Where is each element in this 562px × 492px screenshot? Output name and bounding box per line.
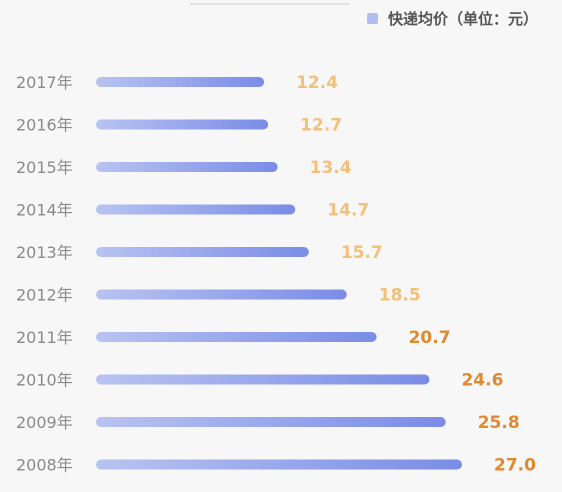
legend: 快递均价（单位：元） — [367, 10, 538, 28]
legend-swatch — [367, 13, 378, 24]
category-label: 2010年 — [16, 371, 73, 390]
category-label: 2014年 — [16, 201, 73, 220]
bar — [96, 204, 296, 215]
bar — [96, 247, 309, 257]
bar-group: 2017年 12.4 2016年 12.7 2015年 13.4 2014年 14.7 2013… — [16, 73, 536, 476]
value-label: 27.0 — [494, 456, 536, 476]
category-label: 2008年 — [16, 456, 73, 475]
value-label: 15.7 — [341, 243, 383, 263]
value-label: 12.7 — [300, 116, 342, 136]
value-label: 24.6 — [461, 371, 503, 391]
value-label: 13.4 — [310, 158, 352, 178]
bar — [96, 417, 446, 427]
value-label: 25.8 — [478, 413, 520, 433]
bar — [96, 119, 269, 130]
category-label: 2015年 — [16, 158, 73, 177]
value-label: 12.4 — [296, 73, 338, 93]
category-label: 2017年 — [16, 73, 73, 92]
bar — [96, 77, 265, 87]
category-label: 2009年 — [16, 413, 73, 432]
bar — [96, 162, 278, 172]
bar — [96, 374, 430, 385]
bar — [96, 459, 462, 470]
category-label: 2012年 — [16, 286, 73, 305]
bar — [96, 332, 377, 342]
legend-label: 快递均价（单位：元） — [388, 10, 538, 28]
category-label: 2011年 — [16, 328, 73, 347]
bar — [96, 289, 347, 300]
value-label: 18.5 — [379, 286, 421, 306]
category-label: 2013年 — [16, 243, 73, 262]
value-label: 20.7 — [409, 328, 451, 348]
value-label: 14.7 — [327, 201, 369, 221]
category-label: 2016年 — [16, 116, 73, 135]
